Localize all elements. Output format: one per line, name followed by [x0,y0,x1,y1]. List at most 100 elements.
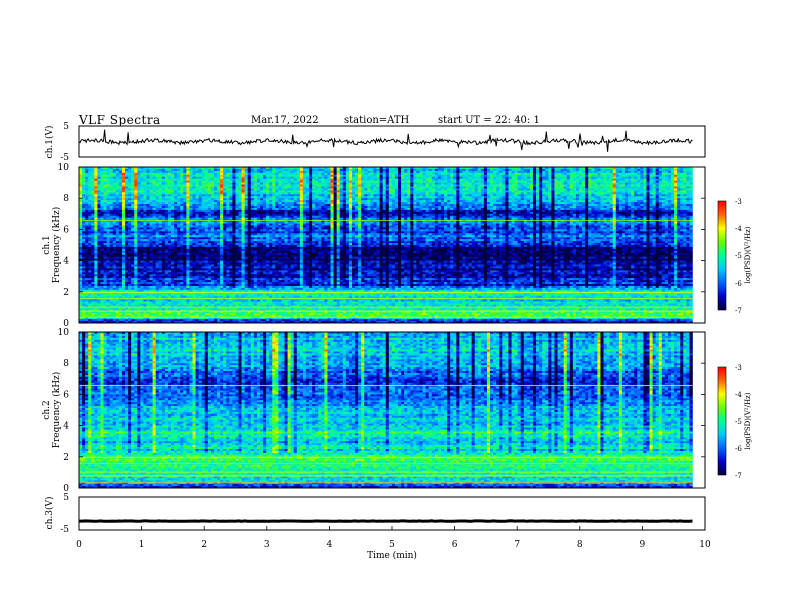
spectrogram-cell [155,186,160,189]
spectrogram-cell [109,211,114,215]
spectrogram-cell [496,209,500,213]
spectrogram-cell [560,206,564,209]
spectrogram-cell [370,207,374,211]
spectrogram-cell [244,182,249,185]
spectrogram-cell [241,188,245,191]
spectrogram-cell [97,194,101,197]
spectrogram-cell [348,176,353,179]
spectrogram-cell [667,211,672,215]
spectrogram-cell [575,196,580,199]
spectrogram-cell [149,192,153,195]
spectrogram-cell [677,188,681,191]
spectrogram-cell [447,186,451,189]
spectrogram-cell [385,213,390,217]
spectrogram-cell [483,188,488,191]
spectrogram-cell [198,186,202,189]
spectrogram-cell [404,206,408,209]
spectrogram-cell [361,211,365,215]
spectrogram-cell [545,184,549,187]
spectrogram-cell [551,209,555,213]
spectrogram-cell [563,196,568,199]
spectrogram-cell [594,188,598,191]
spectrogram-cell [269,172,273,176]
spectrogram-cell [253,196,258,199]
spectrogram-cell [447,170,451,174]
spectrogram-cell [137,209,141,213]
spectrogram-cell [140,200,144,203]
spectrogram-cell [529,206,534,209]
ch1-waveform-frame [78,125,706,158]
spectrogram-cell [333,178,337,181]
spectrogram-cell [422,192,426,195]
spectrogram-cell [582,206,586,209]
spectrogram-cell [213,202,218,205]
spectrogram-cell [591,194,595,197]
spectrogram-cell [315,213,319,217]
spectrogram-cell [640,198,644,201]
spectrogram-cell [358,186,362,189]
spectrogram-cell [674,198,678,201]
spectrogram-cell [112,176,117,179]
spectrogram-cell [465,168,469,172]
spectrogram-cell [456,200,460,203]
spectrogram-cell [321,167,325,170]
spectrogram-cell [634,184,638,187]
spectrogram-cell [511,206,515,209]
spectrogram-cell [342,190,347,193]
spectrogram-cell [456,204,460,207]
spectrogram-cell [266,213,270,217]
spectrogram-cell [82,207,86,211]
spectrogram-cell [594,202,598,205]
spectrogram-cell [536,190,540,193]
spectrogram-cell [585,196,589,199]
spectrogram-cell [391,207,396,211]
spectrogram-cell [324,209,328,213]
spectrogram-cell [502,202,506,205]
spectrogram-cell [358,168,362,172]
spectrogram-cell [379,206,383,209]
spectrogram-cell [134,200,138,203]
spectrogram-cell [281,211,285,215]
spectrogram-cell [643,184,647,187]
spectrogram-cell [364,170,368,174]
spectrogram-cell [364,202,368,205]
spectrogram-cell [361,182,365,185]
spectrogram-cell [327,209,331,213]
spectrogram-cell [428,178,433,181]
spectrogram-cell [428,196,433,199]
spectrogram-cell [192,188,196,191]
spectrogram-cell [450,207,454,211]
spectrogram-cell [229,188,233,191]
spectrogram-cell [269,167,273,170]
spectrogram-cell [554,170,558,174]
spectrogram-cell [312,200,316,203]
spectrogram-cell [253,184,258,187]
spectrogram-cell [625,206,629,209]
spectrogram-cell [296,207,301,211]
spectrogram-cell [97,206,101,209]
spectrogram-cell [609,178,614,181]
spectrogram-cell [649,172,653,176]
spectrogram-cell [422,190,426,193]
spectrogram-cell [293,196,298,199]
spectrogram-cell [238,172,242,176]
spectrogram-cell [444,168,448,172]
spectrogram-cell [566,188,571,191]
spectrogram-cell [661,184,666,187]
spectrogram-cell [671,178,675,181]
spectrogram-cell [490,172,494,176]
spectrogram-cell [628,180,632,183]
spectrogram-cell [137,192,141,195]
spectrogram-cell [615,198,620,201]
spectrogram-cell [171,213,175,217]
spectrogram-cell [529,213,534,217]
spectrogram-cell [355,190,359,193]
spectrogram-cell [118,188,123,191]
spectrogram-cell [198,170,202,174]
spectrogram-cell [321,213,325,217]
spectrogram-cell [631,211,635,215]
spectrogram-cell [229,192,233,195]
spectrogram-cell [296,180,301,183]
spectrogram-cell [109,170,114,174]
spectrogram-cell [210,176,215,179]
